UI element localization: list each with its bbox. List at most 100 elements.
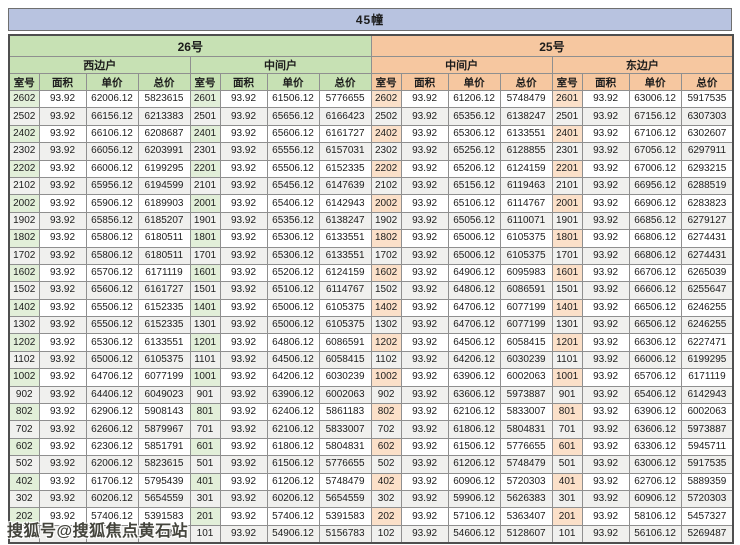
table-row: 1502 93.92 65606.12 6161727 1501 93.92 65106.1…: [8, 281, 734, 300]
room-cell: 1901: [189, 211, 221, 231]
total-cell: 5823615: [137, 89, 191, 109]
area-cell: 93.92: [400, 142, 449, 161]
area-cell: 93.92: [38, 124, 87, 144]
total-cell: 6077199: [499, 316, 553, 335]
room-cell: 301: [551, 489, 583, 509]
total-cell: 5973887: [499, 385, 553, 405]
room-cell: 901: [551, 385, 583, 405]
room-cell: 901: [189, 385, 221, 405]
room-cell: 1701: [551, 246, 583, 265]
price-table: 26号 25号 西边户 中间户 中间户 东边户 室号 面积 单价 总价 室号 面积 单价 总价…: [8, 34, 735, 545]
price-cell: 64706.12: [447, 316, 501, 335]
total-cell: 6246255: [680, 298, 734, 318]
total-cell: 6171119: [137, 263, 191, 283]
room-cell: 2202: [370, 159, 402, 178]
total-cell: 6133551: [137, 333, 191, 352]
area-cell: 93.92: [400, 281, 449, 300]
room-cell: 702: [8, 420, 40, 439]
price-cell: 57406.12: [85, 507, 139, 526]
total-cell: 5776655: [318, 89, 372, 109]
price-cell: 63306.12: [628, 437, 682, 457]
room-cell: 2302: [370, 142, 402, 161]
total-cell: 6227471: [680, 333, 734, 352]
total-cell: 5851791: [137, 437, 191, 457]
room-cell: 2102: [370, 176, 402, 196]
room-cell: 601: [551, 437, 583, 457]
price-cell: 62106.12: [447, 403, 501, 422]
room-cell: 701: [551, 420, 583, 439]
price-cell: 66056.12: [85, 142, 139, 161]
area-cell: 93.92: [219, 524, 268, 544]
room-cell: 1001: [189, 368, 221, 387]
price-cell: 61206.12: [266, 472, 320, 491]
price-cell: 65606.12: [266, 124, 320, 144]
area-cell: 93.92: [400, 368, 449, 387]
area-cell: 93.92: [38, 281, 87, 300]
room-cell: 702: [370, 420, 402, 439]
total-cell: 5391583: [137, 507, 191, 526]
table-row: 1602 93.92 65706.12 6171119 1601 93.92 65206.1…: [8, 263, 734, 283]
area-cell: 93.92: [219, 263, 268, 283]
area-cell: 93.92: [38, 333, 87, 352]
price-cell: 66806.12: [628, 229, 682, 248]
room-cell: 2601: [551, 89, 583, 109]
total-cell: 6030239: [499, 350, 553, 370]
area-cell: 93.92: [581, 246, 630, 265]
area-cell: 93.92: [581, 385, 630, 405]
price-cell: 64706.12: [85, 368, 139, 387]
group-25-middle-header: 中间户: [370, 56, 553, 74]
area-cell: 93.92: [400, 403, 449, 422]
room-cell: 1102: [370, 350, 402, 370]
price-cell: 67156.12: [628, 107, 682, 126]
room-cell: 201: [551, 507, 583, 526]
area-cell: 93.92: [581, 507, 630, 526]
area-cell: 93.92: [581, 176, 630, 196]
room-cell: 2501: [551, 107, 583, 126]
total-cell: 5626383: [499, 489, 553, 509]
room-cell: 802: [8, 403, 40, 422]
total-cell: 5720303: [499, 472, 553, 491]
price-cell: 62606.12: [85, 420, 139, 439]
price-cell: 65806.12: [85, 246, 139, 265]
price-cell: 66106.12: [85, 124, 139, 144]
area-cell: 93.92: [400, 333, 449, 352]
table-row: 1302 93.92 65506.12 6152335 1301 93.92 65006.1…: [8, 316, 734, 335]
room-cell: 1501: [189, 281, 221, 300]
total-cell: 6157031: [318, 142, 372, 161]
total-cell: 6124159: [499, 159, 553, 178]
area-cell: 93.92: [38, 176, 87, 196]
area-cell: 93.92: [219, 211, 268, 231]
total-cell: 6077199: [137, 368, 191, 387]
price-cell: 62006.12: [85, 89, 139, 109]
price-cell: 65306.12: [266, 229, 320, 248]
area-cell: 93.92: [400, 507, 449, 526]
column-header-total: 总价: [499, 73, 553, 91]
area-cell: [38, 524, 87, 544]
area-cell: 93.92: [219, 437, 268, 457]
total-cell: 6138247: [499, 107, 553, 126]
room-cell: 1202: [8, 333, 40, 352]
room-cell: 202: [370, 507, 402, 526]
total-cell: 6105375: [137, 350, 191, 370]
area-cell: 93.92: [38, 368, 87, 387]
room-cell: 2201: [551, 159, 583, 178]
total-cell: 5804831: [499, 420, 553, 439]
area-cell: 93.92: [38, 89, 87, 109]
room-cell: 1302: [370, 316, 402, 335]
column-header-area: 面积: [219, 73, 268, 91]
price-cell: 63906.12: [628, 403, 682, 422]
price-cell: 61506.12: [266, 455, 320, 474]
room-cell: 1402: [8, 298, 40, 318]
room-cell: 1201: [551, 333, 583, 352]
total-cell: 6049023: [137, 385, 191, 405]
table-row: 2402 93.92 66106.12 6208687 2401 93.92 65606.1…: [8, 124, 734, 144]
column-header-total: 总价: [680, 73, 734, 91]
price-cell: 66856.12: [628, 211, 682, 231]
total-cell: 6213383: [137, 107, 191, 126]
room-cell: 2401: [551, 124, 583, 144]
total-cell: 6180511: [137, 246, 191, 265]
room-cell: 602: [370, 437, 402, 457]
column-header-room: 室号: [189, 73, 221, 91]
column-header-room: 室号: [8, 73, 40, 91]
total-cell: 6208687: [137, 124, 191, 144]
